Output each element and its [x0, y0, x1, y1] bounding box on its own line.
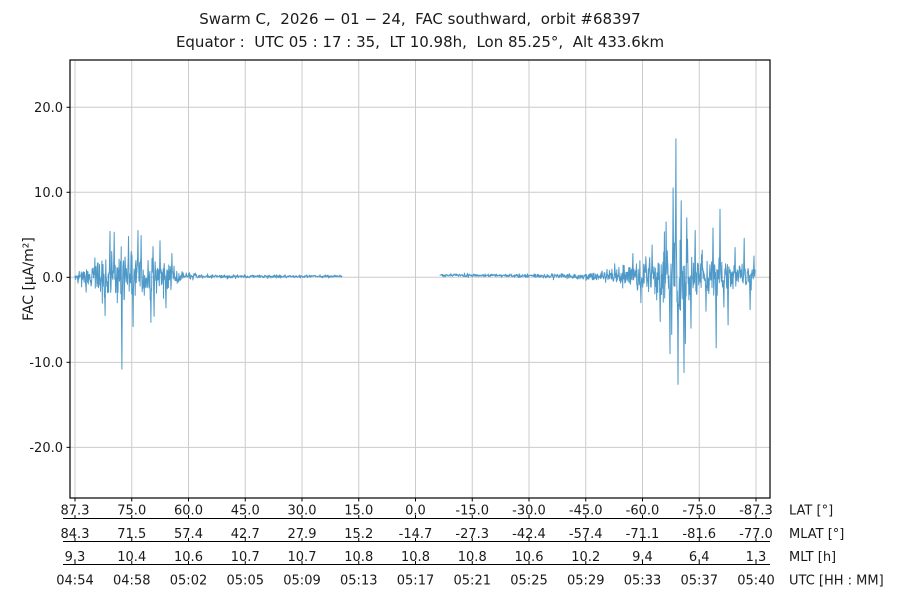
x-tick-label-mlat: -57.4: [569, 527, 603, 542]
x-tick-label-mlt: 10.8: [344, 550, 373, 565]
x-tick-label-mlt: 10.4: [117, 550, 146, 565]
x-tick-label-utc: 05:05: [227, 574, 264, 589]
x-tick-label-mlt: 1.3: [746, 550, 767, 565]
x-tick-label-utc: 04:54: [56, 574, 93, 589]
x-tick-label-lat: -60.0: [626, 504, 660, 519]
axis-row-label-mlt: MLT [h]: [789, 550, 836, 565]
x-tick-label-lat: 15.0: [344, 504, 373, 519]
x-tick-label-mlat: 15.2: [344, 527, 373, 542]
x-tick-label-utc: 05:29: [567, 574, 604, 589]
x-tick-label-mlat: -71.1: [626, 527, 660, 542]
x-tick-label-utc: 05:25: [510, 574, 547, 589]
x-tick-label-mlat: 71.5: [117, 527, 146, 542]
y-tick-label: 10.0: [34, 186, 63, 201]
x-tick-label-lat: -45.0: [569, 504, 603, 519]
x-tick-label-mlt: 6.4: [689, 550, 710, 565]
axis-row-label-utc: UTC [HH : MM]: [789, 574, 884, 589]
x-tick-label-lat: 45.0: [231, 504, 260, 519]
chart-titles: Swarm C, 2026 − 01 − 24, FAC southward, …: [70, 8, 770, 54]
x-tick-label-utc: 05:17: [397, 574, 434, 589]
x-tick-label-lat: -30.0: [512, 504, 546, 519]
x-tick-label-mlt: 10.6: [515, 550, 544, 565]
x-tick-label-mlt: 9.4: [632, 550, 653, 565]
x-tick-label-utc: 04:58: [113, 574, 150, 589]
x-tick-label-mlat: -81.6: [682, 527, 716, 542]
x-tick-label-lat: -75.0: [682, 504, 716, 519]
y-tick-label: 0.0: [42, 271, 63, 286]
x-tick-label-lat: 87.3: [61, 504, 90, 519]
x-tick-label-lat: -15.0: [455, 504, 489, 519]
x-tick-label-mlat: 27.9: [288, 527, 317, 542]
x-tick-label-mlt: 10.2: [571, 550, 600, 565]
x-tick-label-utc: 05:13: [340, 574, 377, 589]
x-tick-label-mlat: 84.3: [61, 527, 90, 542]
x-tick-label-mlat: -77.0: [739, 527, 773, 542]
plot-border: [69, 59, 771, 499]
x-tick-label-mlt: 10.6: [174, 550, 203, 565]
chart-subtitle: Equator : UTC 05 : 17 : 35, LT 10.98h, L…: [175, 33, 665, 51]
x-tick-label-utc: 05:09: [283, 574, 320, 589]
x-tick-label-mlat: -14.7: [399, 527, 433, 542]
x-tick-label-mlt: 10.7: [288, 550, 317, 565]
x-tick-label-mlat: 57.4: [174, 527, 203, 542]
x-tick-label-lat: 60.0: [174, 504, 203, 519]
x-tick-label-mlt: 10.8: [401, 550, 430, 565]
x-tick-label-lat: 75.0: [117, 504, 146, 519]
axis-row-label-mlat: MLAT [°]: [789, 527, 844, 542]
y-tick-label: -10.0: [29, 356, 63, 371]
fac-trace: [74, 138, 756, 385]
x-tick-label-mlat: -42.4: [512, 527, 546, 542]
x-tick-label-mlat: -27.3: [455, 527, 489, 542]
x-tick-label-lat: 0.0: [405, 504, 426, 519]
y-tick-label: 20.0: [34, 101, 63, 116]
x-tick-label-mlat: 42.7: [231, 527, 260, 542]
x-tick-label-utc: 05:40: [737, 574, 774, 589]
x-tick-label-lat: -87.3: [739, 504, 773, 519]
x-tick-label-mlt: 9.3: [65, 550, 86, 565]
axis-row-label-lat: LAT [°]: [789, 504, 833, 519]
x-tick-label-lat: 30.0: [288, 504, 317, 519]
x-tick-label-mlt: 10.8: [458, 550, 487, 565]
x-tick-label-mlt: 10.7: [231, 550, 260, 565]
x-tick-label-utc: 05:33: [624, 574, 661, 589]
x-tick-label-utc: 05:02: [170, 574, 207, 589]
y-tick-label: -20.0: [29, 441, 63, 456]
x-tick-label-utc: 05:37: [681, 574, 718, 589]
chart-title: Swarm C, 2026 − 01 − 24, FAC southward, …: [199, 10, 641, 28]
x-tick-label-utc: 05:21: [454, 574, 491, 589]
